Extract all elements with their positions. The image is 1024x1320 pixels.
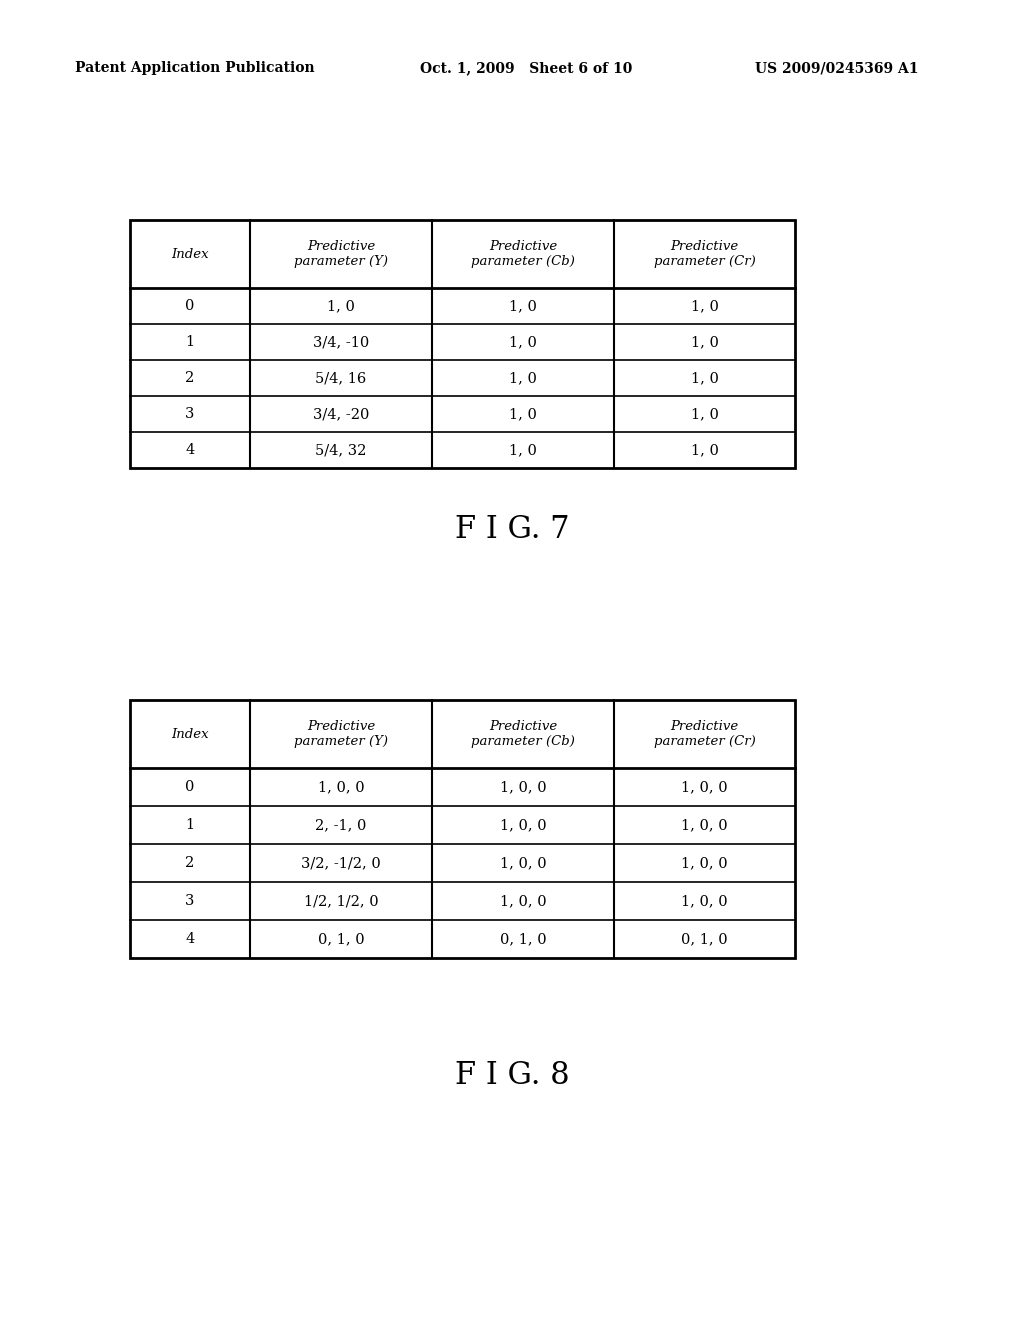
Text: 1, 0: 1, 0: [509, 444, 537, 457]
Text: 4: 4: [185, 444, 195, 457]
Text: 1, 0, 0: 1, 0, 0: [681, 818, 728, 832]
Text: Predictive
parameter (Cb): Predictive parameter (Cb): [471, 719, 574, 748]
Text: F I G. 8: F I G. 8: [455, 1060, 569, 1090]
Text: 0: 0: [185, 780, 195, 795]
Text: 1: 1: [185, 818, 195, 832]
Text: Predictive
parameter (Cr): Predictive parameter (Cr): [653, 240, 756, 268]
Text: 0, 1, 0: 0, 1, 0: [681, 932, 728, 946]
Text: 4: 4: [185, 932, 195, 946]
Text: 1, 0, 0: 1, 0, 0: [500, 894, 547, 908]
Bar: [130, 700, 795, 958]
Text: 3: 3: [185, 407, 195, 421]
Text: 1, 0: 1, 0: [509, 335, 537, 348]
Text: Predictive
parameter (Cb): Predictive parameter (Cb): [471, 240, 574, 268]
Text: Predictive
parameter (Y): Predictive parameter (Y): [294, 719, 388, 748]
Text: 1: 1: [185, 335, 195, 348]
Text: 1, 0: 1, 0: [690, 371, 719, 385]
Text: Predictive
parameter (Y): Predictive parameter (Y): [294, 240, 388, 268]
Text: Index: Index: [171, 248, 209, 260]
Text: 5/4, 16: 5/4, 16: [315, 371, 367, 385]
Text: 3/2, -1/2, 0: 3/2, -1/2, 0: [301, 855, 381, 870]
Text: 1, 0: 1, 0: [509, 371, 537, 385]
Text: 3/4, -10: 3/4, -10: [313, 335, 369, 348]
Text: 1, 0, 0: 1, 0, 0: [317, 780, 365, 795]
Text: 1, 0, 0: 1, 0, 0: [681, 855, 728, 870]
Text: Patent Application Publication: Patent Application Publication: [75, 61, 314, 75]
Text: 2: 2: [185, 855, 195, 870]
Text: 1, 0: 1, 0: [509, 300, 537, 313]
Text: 2: 2: [185, 371, 195, 385]
Text: 0, 1, 0: 0, 1, 0: [317, 932, 365, 946]
Text: 1, 0: 1, 0: [690, 444, 719, 457]
Text: 1, 0: 1, 0: [509, 407, 537, 421]
Text: Oct. 1, 2009   Sheet 6 of 10: Oct. 1, 2009 Sheet 6 of 10: [420, 61, 633, 75]
Text: 3: 3: [185, 894, 195, 908]
Text: 0, 1, 0: 0, 1, 0: [500, 932, 547, 946]
Text: 1, 0, 0: 1, 0, 0: [681, 780, 728, 795]
Text: 1, 0: 1, 0: [327, 300, 355, 313]
Text: 1/2, 1/2, 0: 1/2, 1/2, 0: [304, 894, 378, 908]
Text: 1, 0: 1, 0: [690, 300, 719, 313]
Bar: [130, 220, 795, 469]
Text: Predictive
parameter (Cr): Predictive parameter (Cr): [653, 719, 756, 748]
Text: 2, -1, 0: 2, -1, 0: [315, 818, 367, 832]
Text: 5/4, 32: 5/4, 32: [315, 444, 367, 457]
Text: 0: 0: [185, 300, 195, 313]
Text: 3/4, -20: 3/4, -20: [312, 407, 370, 421]
Text: 1, 0, 0: 1, 0, 0: [681, 894, 728, 908]
Text: 1, 0: 1, 0: [690, 407, 719, 421]
Text: F I G. 7: F I G. 7: [455, 515, 569, 545]
Text: 1, 0, 0: 1, 0, 0: [500, 818, 547, 832]
Text: 1, 0, 0: 1, 0, 0: [500, 855, 547, 870]
Text: 1, 0, 0: 1, 0, 0: [500, 780, 547, 795]
Text: Index: Index: [171, 727, 209, 741]
Text: 1, 0: 1, 0: [690, 335, 719, 348]
Text: US 2009/0245369 A1: US 2009/0245369 A1: [755, 61, 919, 75]
